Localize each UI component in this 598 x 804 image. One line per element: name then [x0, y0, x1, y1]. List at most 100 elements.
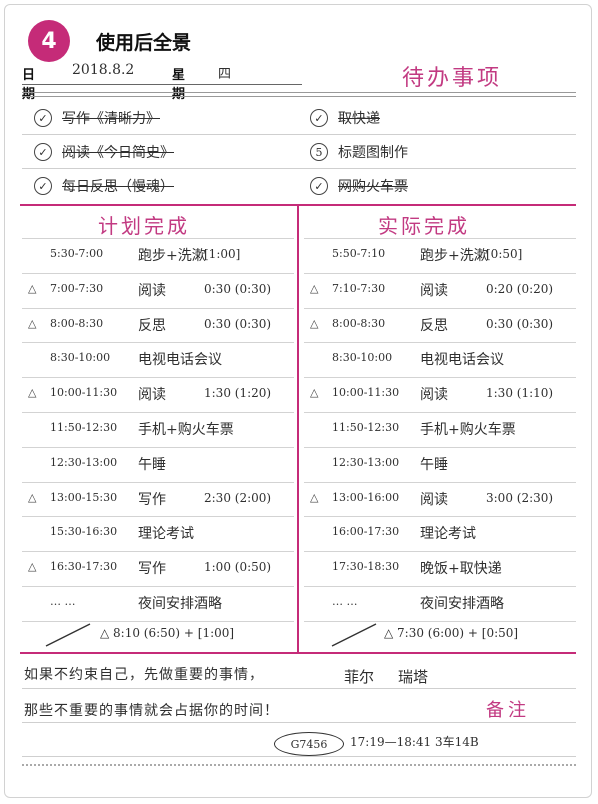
check-circle-icon: ✓ — [34, 143, 52, 161]
notes-dotted-rule — [22, 764, 576, 766]
todo-text: 标题图制作 — [338, 145, 408, 161]
row-separator — [22, 620, 294, 622]
row-separator — [304, 481, 576, 483]
row-separator — [304, 307, 576, 309]
task-name: 反思 — [420, 317, 448, 334]
time-range: 16:00-17:30 — [332, 525, 400, 539]
time-range: 11:50-12:30 — [50, 421, 118, 434]
duration: [1:00] — [204, 247, 241, 261]
page-title: 使用后全景 — [96, 32, 192, 54]
row-separator — [304, 238, 576, 239]
date-label: 日期 — [22, 68, 36, 102]
priority-mark: △ — [28, 560, 37, 574]
priority-mark: △ — [28, 281, 37, 295]
task-name: 阅读 — [420, 491, 448, 508]
author-first-name: 菲尔 — [344, 668, 375, 686]
actual-column-title: 实际完成 — [378, 214, 470, 238]
schedule-bottom-rule — [20, 652, 576, 654]
schedule-row: △ 7:10-7:30 阅读 0:20 (0:20) — [310, 273, 572, 307]
duration: 2:30 (2:00) — [204, 490, 272, 505]
task-name: 手机+购火车票 — [420, 422, 516, 438]
actual-summary-slash — [331, 623, 377, 647]
plan-column-title: 计划完成 — [98, 214, 190, 238]
schedule-row: … … 夜间安排酒略 — [28, 586, 290, 620]
duration: 0:30 (0:30) — [486, 316, 554, 331]
row-separator — [22, 586, 294, 587]
duration: 1:30 (1:10) — [486, 386, 554, 401]
check-circle-icon: ✓ — [34, 109, 52, 127]
notes-line — [22, 756, 576, 757]
date-value: 2018.8.2 — [72, 62, 135, 78]
duration: 1:00 (0:50) — [204, 560, 272, 575]
task-name: 电视电话会议 — [420, 352, 504, 369]
notes-title: 备注 — [486, 700, 530, 721]
time-range: … … — [50, 595, 76, 608]
schedule-row: △ 13:00-15:30 写作 2:30 (2:00) — [28, 482, 290, 516]
row-separator — [304, 412, 576, 413]
time-range: 8:00-8:30 — [332, 316, 386, 330]
schedule-row: 8:30-10:00 电视电话会议 — [28, 342, 290, 376]
schedule-row: △ 13:00-16:00 阅读 3:00 (2:30) — [310, 482, 572, 516]
task-name: 理论考试 — [138, 526, 194, 543]
todo-item: ✓ 写作《清晰力》 — [34, 108, 160, 128]
todo-text: 取快递 — [338, 111, 380, 127]
duration: 0:30 (0:30) — [204, 281, 272, 296]
row-separator — [304, 377, 576, 379]
schedule-divider — [297, 205, 299, 653]
train-number: G7456 — [274, 732, 344, 756]
chapter-number: 4 — [41, 28, 57, 54]
task-name: 夜间安排酒略 — [420, 596, 504, 612]
row-separator — [304, 551, 576, 553]
todo-item: ✓ 取快递 — [310, 108, 380, 128]
time-range: 8:30-10:00 — [332, 351, 393, 365]
time-range: … … — [332, 595, 358, 608]
task-name: 理论考试 — [420, 526, 476, 543]
row-separator — [22, 272, 294, 274]
row-separator — [22, 412, 294, 413]
time-range: 12:30-13:00 — [50, 455, 118, 469]
task-name: 阅读 — [420, 282, 448, 299]
quote-line-1: 如果不约束自己，先做重要的事情， — [24, 667, 264, 683]
check-circle-icon: ✓ — [310, 177, 328, 195]
time-range: 17:30-18:30 — [332, 560, 400, 574]
row-separator — [304, 620, 576, 622]
schedule-row: △ 7:00-7:30 阅读 0:30 (0:30) — [28, 273, 290, 307]
todo-item: ✓ 阅读《今日简史》 — [34, 142, 174, 162]
task-name: 写作 — [138, 561, 166, 578]
schedule-row: 8:30-10:00 电视电话会议 — [310, 342, 572, 376]
schedule-row: 11:50-12:30 手机+购火车票 — [28, 412, 290, 446]
todo-item: ✓ 网购火车票 — [310, 176, 408, 196]
schedule-row: 15:30-16:30 理论考试 — [28, 516, 290, 550]
todo-title: 待办事项 — [402, 66, 503, 91]
author-last-name: 瑞塔 — [398, 668, 429, 686]
todo-top-rule — [22, 92, 576, 97]
schedule-row: △ 8:00-8:30 反思 0:30 (0:30) — [310, 308, 572, 342]
time-range: 5:30-7:00 — [50, 247, 104, 260]
schedule-row: △ 16:30-17:30 写作 1:00 (0:50) — [28, 551, 290, 585]
notes-line — [22, 688, 576, 689]
row-separator — [22, 446, 294, 448]
row-separator — [304, 342, 576, 344]
time-range: 7:10-7:30 — [332, 281, 386, 295]
schedule-row: 12:30-13:00 午睡 — [28, 447, 290, 481]
priority-mark: △ — [28, 386, 37, 400]
time-range: 8:00-8:30 — [50, 316, 104, 330]
todo-text: 写作《清晰力》 — [62, 111, 160, 127]
todo-separator — [22, 134, 576, 135]
priority-mark: △ — [28, 490, 37, 504]
todo-item: ✓ 每日反思（慢魂） — [34, 176, 174, 196]
priority-mark: △ — [310, 490, 319, 504]
schedule-row: 5:50-7:10 跑步+洗漱 [0:50] — [310, 238, 572, 272]
plan-summary-slash — [45, 623, 91, 647]
actual-summary: △ 7:30 (6:00) + [0:50] — [384, 626, 519, 640]
schedule-row: 5:30-7:00 跑步+洗漱 [1:00] — [28, 238, 290, 272]
page-frame — [4, 4, 592, 798]
todo-text: 阅读《今日简史》 — [62, 145, 174, 161]
time-range: 13:00-16:00 — [332, 490, 400, 504]
priority-mark: △ — [310, 316, 319, 330]
weekday-label: 星期 — [172, 68, 186, 102]
schedule-row: △ 8:00-8:30 反思 0:30 (0:30) — [28, 308, 290, 342]
duration: [0:50] — [486, 247, 523, 261]
date-underline — [22, 84, 302, 85]
duration: 0:20 (0:20) — [486, 281, 554, 296]
